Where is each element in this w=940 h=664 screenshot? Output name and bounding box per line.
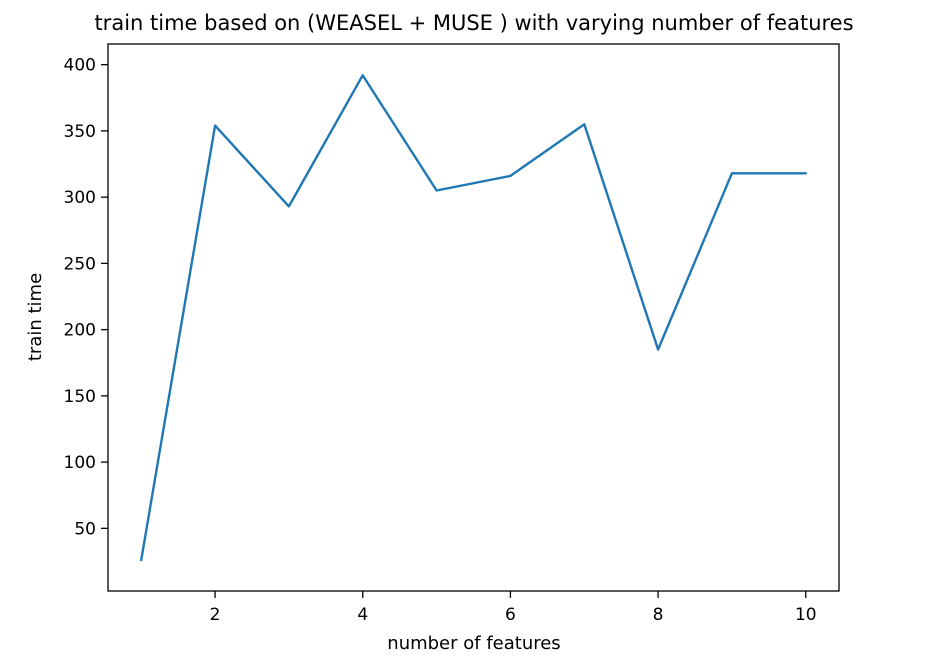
x-tick-label: 8	[653, 605, 664, 625]
y-tick-label: 50	[74, 519, 96, 539]
y-tick-label: 100	[64, 453, 96, 473]
y-axis-label: train time	[25, 273, 46, 361]
x-axis-label: number of features	[387, 633, 560, 654]
series-line-train-time	[140, 74, 807, 562]
y-tick-label: 200	[64, 321, 96, 341]
x-tick-label: 2	[210, 605, 221, 625]
chart-title: train time based on (WEASEL + MUSE ) wit…	[94, 11, 853, 35]
plot-area: 2 4 6 8 10 50 100 150 200 250 300 350 400	[64, 43, 840, 625]
y-tick-label: 350	[64, 122, 96, 142]
y-tick-label: 250	[64, 254, 96, 274]
y-tick-label: 150	[64, 387, 96, 407]
x-axis-ticks: 2 4 6 8 10	[210, 591, 817, 625]
x-tick-label: 6	[505, 605, 516, 625]
y-tick-label: 400	[64, 56, 96, 76]
axes-frame	[107, 43, 840, 592]
x-tick-label: 10	[795, 605, 817, 625]
x-tick-label: 4	[357, 605, 368, 625]
y-axis-ticks: 50 100 150 200 250 300 350 400	[64, 56, 108, 539]
data-points	[141, 75, 806, 560]
y-tick-label: 300	[64, 188, 96, 208]
